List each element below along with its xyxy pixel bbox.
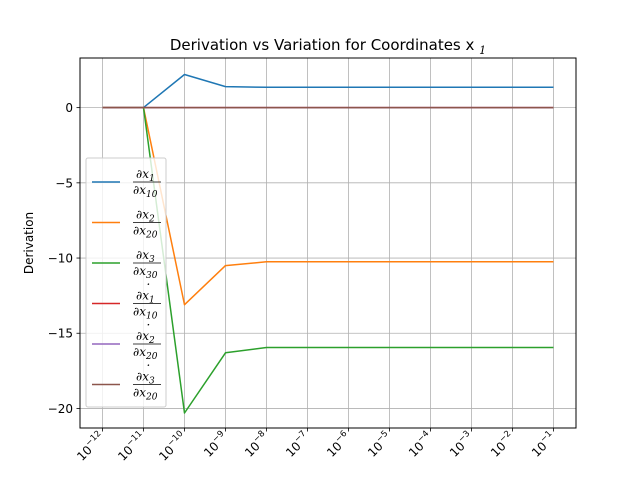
x-tick-label: 10−6 (323, 429, 354, 460)
x-tick-label: 10−2 (487, 429, 518, 460)
legend-denominator: ∂x20 (133, 224, 158, 241)
title-subscript: 1 (479, 44, 486, 57)
x-tick-label: 10−7 (282, 429, 313, 460)
legend-dot: · (147, 359, 151, 373)
legend-denominator: ∂x10 (133, 183, 158, 200)
x-tick-label: 10−1 (528, 429, 559, 460)
legend-numerator: ∂x1 (136, 289, 155, 306)
x-tick-label: 10−12 (73, 429, 108, 464)
legend-entry: ∂x1∂x10 (92, 167, 161, 200)
x-tick-label: 10−8 (241, 429, 272, 460)
y-axis: 0 −5 −10 −15 −20 (48, 101, 80, 416)
legend-entry: ∂x1· ∂x10 (92, 278, 161, 322)
legend-numerator: ∂x2 (136, 208, 155, 225)
legend-entry: ∂x2∂x20 (92, 208, 161, 241)
x-tick-label: 10−4 (405, 429, 436, 460)
legend-numerator: ∂x3 (136, 248, 155, 265)
y-tick-label: −15 (48, 327, 73, 341)
legend-entry: ∂x3· ∂x20 (92, 359, 161, 403)
legend-numerator: ∂x3 (136, 370, 155, 387)
y-axis-label: Derivation (22, 212, 36, 274)
y-tick-label: −20 (48, 402, 73, 416)
y-tick-label: −10 (48, 252, 73, 266)
x-tick-label: 10−10 (155, 429, 190, 464)
legend-entry: ∂x3∂x30 (92, 248, 161, 281)
x-tick-label: 10−11 (114, 429, 149, 464)
legend-denominator: ∂x30 (133, 264, 158, 281)
title-text: Derivation vs Variation for Coordinates … (170, 36, 479, 54)
y-tick-label: 0 (65, 101, 73, 115)
series-line (102, 106, 554, 306)
x-tick-label: 10−5 (364, 429, 395, 460)
legend-entry: ∂x2· ∂x20 (92, 318, 161, 362)
y-tick-label: −5 (55, 176, 73, 190)
legend-denominator: ∂x20 (133, 345, 158, 362)
legend-denominator: ∂x20 (133, 386, 158, 403)
series-line (102, 73, 554, 109)
x-tick-label: 10−3 (446, 429, 477, 460)
legend: ∂x1∂x10∂x2∂x20∂x3∂x30∂x1·∂x10∂x2·∂x20∂x3… (85, 157, 167, 408)
plot-frame (79, 57, 577, 429)
grid (80, 58, 576, 428)
legend-numerator: ∂x1 (136, 167, 155, 184)
series-lines (102, 73, 554, 414)
chart-title: Derivation vs Variation for Coordinates … (170, 36, 486, 57)
legend-numerator: ∂x2 (136, 329, 155, 346)
series-line (102, 106, 554, 414)
legend-dot: · (147, 278, 151, 292)
legend-denominator: ∂x10 (133, 305, 158, 322)
x-tick-label: 10−9 (200, 429, 231, 460)
legend-dot: · (147, 318, 151, 332)
